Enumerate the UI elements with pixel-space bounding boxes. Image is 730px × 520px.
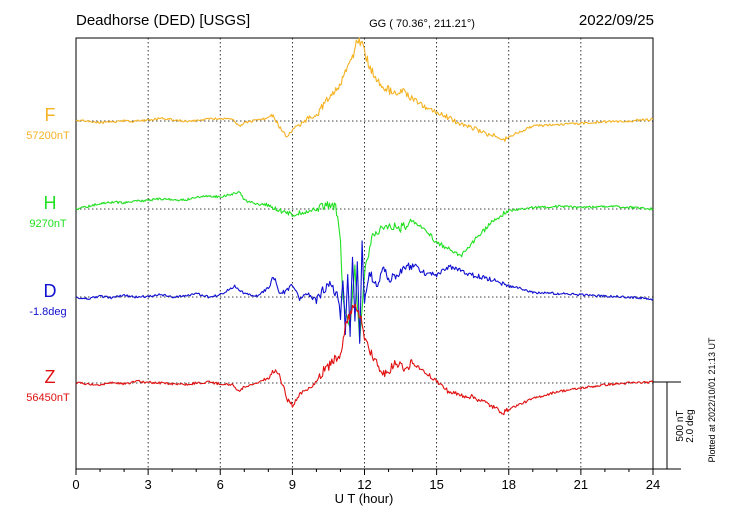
x-tick-label-9: 9: [289, 477, 296, 492]
series-baseline-F: 57200nT: [26, 130, 70, 142]
coordinates-label: GG ( 70.36°, 211.21°): [369, 18, 475, 30]
x-tick-label-0: 0: [72, 477, 79, 492]
baselines: [76, 120, 653, 384]
scale-nt-label: 500 nT: [675, 410, 686, 441]
x-tick-label-3: 3: [145, 477, 152, 492]
series-lines: [75, 37, 654, 416]
series-baseline-H: 9270nT: [29, 218, 67, 230]
series-name-F: F: [45, 105, 56, 125]
series-baseline-D: -1.8deg: [29, 306, 66, 318]
series-line-Z: [75, 303, 654, 416]
x-tick-label-21: 21: [574, 477, 588, 492]
x-tick-label-6: 6: [217, 477, 224, 492]
series-line-D: [75, 240, 654, 344]
series-name-Z: Z: [45, 367, 56, 387]
x-axis-tick-labels: 0 3 6 9 12 15 18 21 24: [72, 477, 660, 492]
series-name-H: H: [44, 193, 57, 213]
series-labels: F 57200nT H 9270nT D -1.8deg Z 56450nT: [26, 105, 70, 404]
x-tick-label-15: 15: [429, 477, 443, 492]
series-line-H: [75, 190, 654, 342]
x-axis-label: U T (hour): [335, 491, 394, 506]
x-tick-label-18: 18: [502, 477, 516, 492]
series-name-D: D: [44, 281, 57, 301]
scale-deg-label: 2.0 deg: [685, 409, 696, 442]
scale-bar: 500 nT 2.0 deg: [653, 381, 696, 470]
station-title: Deadhorse (DED) [USGS]: [76, 12, 250, 29]
series-baseline-Z: 56450nT: [26, 392, 70, 404]
plotted-timestamp: Plotted at 2022/10/01 21:13 UT: [707, 337, 717, 463]
x-tick-label-12: 12: [357, 477, 371, 492]
x-axis-ticks: [75, 469, 654, 475]
series-line-F: [75, 37, 654, 143]
date-label: 2022/09/25: [579, 12, 654, 29]
x-tick-label-24: 24: [646, 477, 660, 492]
vertical-grid: [147, 38, 582, 469]
